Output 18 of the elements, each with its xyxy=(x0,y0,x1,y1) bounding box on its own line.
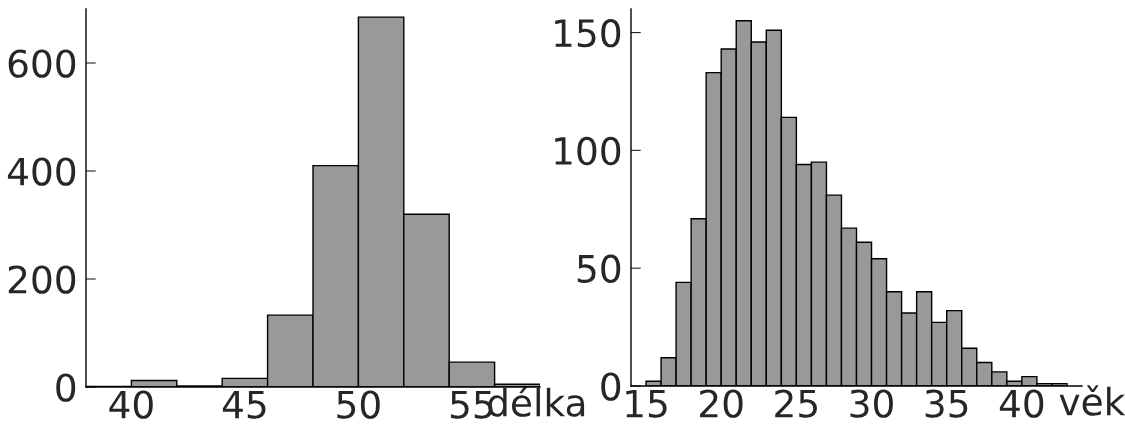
y-tick-label: 0 xyxy=(601,372,621,401)
x-tick-label: 50 xyxy=(337,390,380,419)
y-tick-label: 150 xyxy=(555,18,621,48)
x-tick-label: 25 xyxy=(775,389,817,418)
y-tick-label: 400 xyxy=(7,157,76,186)
y-tick-label: 200 xyxy=(8,265,76,294)
x-tick-label: 20 xyxy=(700,389,743,418)
x-tick-label: 40 xyxy=(999,389,1044,418)
x-tick-label: 35 xyxy=(925,389,968,418)
x-tick-label: 15 xyxy=(626,389,667,418)
y-tick-label: 50 xyxy=(577,254,621,283)
y-tick-label: 100 xyxy=(555,136,621,166)
x-tick-label: 30 xyxy=(850,389,893,418)
x-tick-label: 40 xyxy=(109,390,153,419)
y-tick-label: 600 xyxy=(8,49,76,78)
x-axis-title: věk xyxy=(1059,385,1125,416)
x-tick-label: 45 xyxy=(222,390,266,419)
y-tick-label: 0 xyxy=(56,373,76,402)
